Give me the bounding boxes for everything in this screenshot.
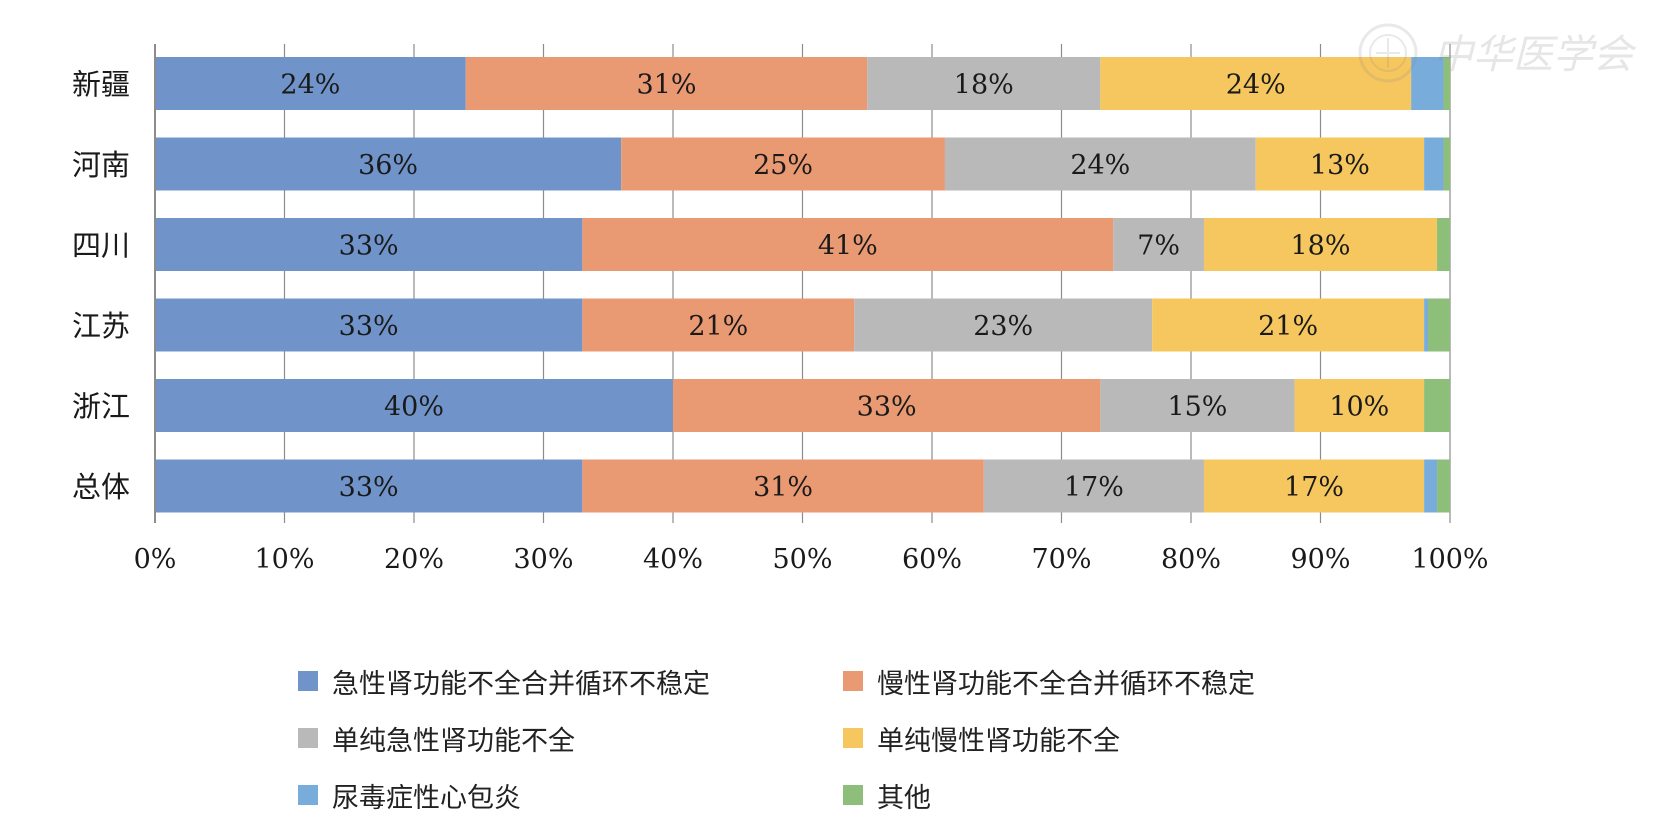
bar-segment: [1113, 218, 1204, 271]
bar-segment: [1203, 218, 1438, 271]
data-label: 24%: [1070, 150, 1130, 181]
legend-label: 慢性肾功能不全合并循环不稳定: [877, 668, 1255, 700]
x-tick-label: 10%: [254, 544, 314, 575]
data-label: 24%: [1226, 70, 1286, 101]
bar-segment: [582, 459, 984, 513]
bar-segment: [621, 137, 945, 191]
bar-segment: [867, 57, 1101, 110]
data-label: 41%: [818, 231, 878, 262]
data-label: 21%: [688, 311, 748, 342]
x-tick-label: 40%: [643, 544, 703, 575]
data-label: 31%: [637, 70, 697, 101]
bar-segment: [1100, 57, 1412, 110]
data-label: 13%: [1310, 150, 1370, 181]
bar-segment: [1294, 379, 1425, 432]
data-label: 18%: [1290, 231, 1350, 262]
data-label: 18%: [954, 70, 1014, 101]
x-tick-label: 50%: [772, 544, 832, 575]
data-label: 15%: [1167, 392, 1227, 423]
x-tick-label: 30%: [513, 544, 573, 575]
bar-segment: [1424, 459, 1438, 513]
bar-segment: [155, 379, 673, 432]
society-seal-icon: 中华医学会: [1358, 23, 1637, 83]
legend-swatch: [298, 785, 318, 805]
legend-swatch: [843, 785, 863, 805]
legend-item: 慢性肾功能不全合并循环不稳定: [843, 665, 1388, 700]
data-label: 7%: [1137, 231, 1180, 262]
bar-segment: [155, 218, 583, 271]
bar-segment: [155, 459, 583, 513]
data-label: 33%: [339, 231, 399, 262]
bar-segment: [1443, 57, 1450, 110]
data-label: 24%: [280, 70, 340, 101]
data-label: 21%: [1258, 311, 1318, 342]
data-label: 40%: [384, 392, 444, 423]
x-tick-label: 90%: [1290, 544, 1350, 575]
bar-segment: [582, 298, 855, 352]
bar-segment: [1152, 298, 1425, 352]
legend-label: 单纯急性肾功能不全: [332, 725, 575, 757]
legend-label: 其他: [877, 782, 931, 814]
watermark-text: 中华医学会: [1433, 32, 1637, 78]
bar-segment: [944, 137, 1256, 191]
bar-segment: [1437, 459, 1450, 513]
legend-swatch: [843, 671, 863, 691]
legend-item: 急性肾功能不全合并循环不稳定: [298, 665, 843, 700]
data-label: 25%: [753, 150, 813, 181]
x-tick-label: 100%: [1411, 544, 1488, 575]
category-label: 浙江: [72, 390, 130, 424]
x-tick-label: 60%: [902, 544, 962, 575]
category-label: 新疆: [72, 68, 130, 102]
data-label: 17%: [1064, 472, 1124, 503]
category-label: 总体: [72, 470, 130, 504]
bar-segment: [465, 57, 868, 110]
legend-label: 急性肾功能不全合并循环不稳定: [332, 668, 710, 700]
x-tick-label: 20%: [384, 544, 444, 575]
x-tick-label: 80%: [1161, 544, 1221, 575]
bar-segment: [1411, 57, 1444, 110]
bar-segment: [155, 298, 583, 352]
category-label: 江苏: [72, 309, 130, 343]
data-label: 33%: [339, 472, 399, 503]
data-label: 17%: [1284, 472, 1344, 503]
bar-segment: [1100, 379, 1295, 432]
legend-item: 单纯急性肾功能不全: [298, 722, 843, 757]
bar-segment: [1424, 137, 1444, 191]
bar-segment: [1437, 218, 1450, 271]
chart-legend: 急性肾功能不全合并循环不稳定 慢性肾功能不全合并循环不稳定单纯急性肾功能不全 单纯慢…: [298, 665, 1398, 814]
bar-segment: [1443, 137, 1450, 191]
data-label: 10%: [1329, 392, 1389, 423]
data-label: 36%: [358, 150, 418, 181]
bar-segment: [1424, 298, 1428, 352]
category-label: 四川: [72, 229, 130, 263]
legend-swatch: [298, 728, 318, 748]
bar-segment: [1203, 459, 1425, 513]
bar-segment: [155, 57, 466, 110]
x-tick-label: 0%: [134, 544, 177, 575]
x-tick-label: 70%: [1031, 544, 1091, 575]
data-label: 23%: [973, 311, 1033, 342]
bar-segment: [1255, 137, 1425, 191]
bar-segment: [1427, 298, 1450, 352]
legend-swatch: [298, 671, 318, 691]
legend-swatch: [843, 728, 863, 748]
legend-item: 单纯慢性肾功能不全: [843, 722, 1388, 757]
legend-item: 其他: [843, 779, 1388, 814]
data-label: 33%: [857, 392, 917, 423]
legend-label: 单纯慢性肾功能不全: [877, 725, 1120, 757]
bar-segment: [582, 218, 1114, 271]
bar-segment: [854, 298, 1153, 352]
legend-label: 尿毒症性心包炎: [332, 782, 521, 814]
bar-segment: [983, 459, 1204, 513]
legend-item: 尿毒症性心包炎: [298, 779, 843, 814]
bar-segment: [1424, 379, 1450, 432]
bar-segment: [155, 137, 622, 191]
data-label: 31%: [753, 472, 813, 503]
category-label: 河南: [72, 148, 130, 182]
bar-segment: [673, 379, 1101, 432]
data-label: 33%: [339, 311, 399, 342]
